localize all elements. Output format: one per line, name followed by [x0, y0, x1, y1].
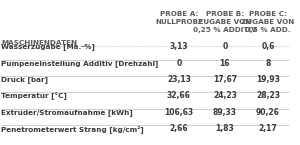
Text: 0: 0 [222, 42, 227, 51]
Text: 32,66: 32,66 [167, 91, 191, 100]
Text: 16: 16 [220, 59, 230, 68]
Text: Druck [bar]: Druck [bar] [2, 76, 48, 83]
Text: 106,63: 106,63 [164, 108, 194, 117]
Text: 24,23: 24,23 [213, 91, 237, 100]
Text: 0: 0 [176, 59, 181, 68]
Text: 90,26: 90,26 [256, 108, 280, 117]
Text: 8: 8 [265, 59, 271, 68]
Text: 2,17: 2,17 [259, 124, 278, 133]
Text: 28,23: 28,23 [256, 91, 280, 100]
Text: Pumpeneinstellung Additiv [Drehzahl]: Pumpeneinstellung Additiv [Drehzahl] [2, 60, 159, 67]
Text: PROBE C:
ZUGABE VON
0,5 % ADD.: PROBE C: ZUGABE VON 0,5 % ADD. [242, 11, 295, 33]
Text: Penetrometerwert Strang [kg/cm²]: Penetrometerwert Strang [kg/cm²] [2, 125, 144, 133]
Text: 2,66: 2,66 [169, 124, 188, 133]
Text: 89,33: 89,33 [213, 108, 237, 117]
Text: PROBE B:
ZUGABE VON
0,25 % ADDITIV: PROBE B: ZUGABE VON 0,25 % ADDITIV [193, 11, 257, 33]
Text: Extruder/Stromaufnahme [kWh]: Extruder/Stromaufnahme [kWh] [2, 109, 133, 116]
Text: MASCHINENDATEN: MASCHINENDATEN [2, 40, 77, 46]
Text: Temperatur [°C]: Temperatur [°C] [2, 92, 67, 100]
Text: PROBE A:
NULLPROBE: PROBE A: NULLPROBE [155, 11, 203, 25]
Text: 1,83: 1,83 [215, 124, 234, 133]
Text: 17,67: 17,67 [213, 75, 237, 84]
Text: 23,13: 23,13 [167, 75, 191, 84]
Text: 0,6: 0,6 [261, 42, 275, 51]
Text: 3,13: 3,13 [169, 42, 188, 51]
Text: Wasserzugabe [Ma.-%]: Wasserzugabe [Ma.-%] [2, 44, 95, 50]
Text: 19,93: 19,93 [256, 75, 280, 84]
